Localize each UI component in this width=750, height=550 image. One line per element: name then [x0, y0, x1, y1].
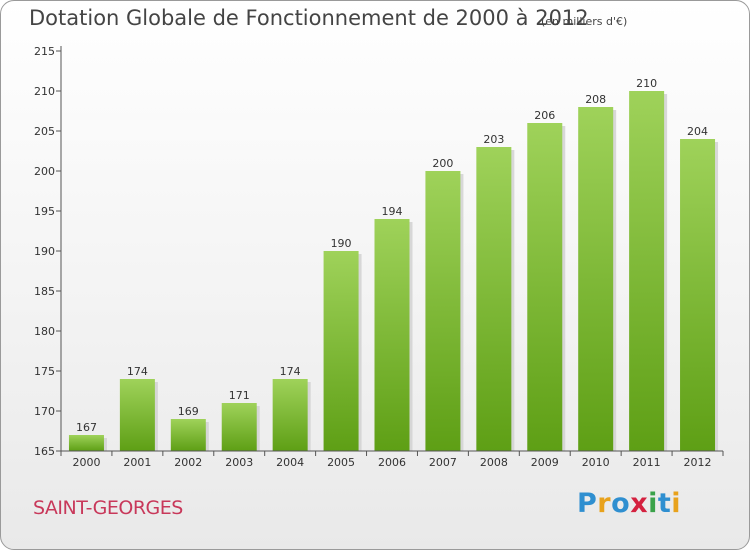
data-label: 204 [687, 125, 708, 138]
data-label: 203 [483, 133, 504, 146]
x-tick-label: 2011 [633, 456, 661, 469]
bar-2002 [170, 419, 206, 451]
data-label: 174 [280, 365, 301, 378]
proxiti-logo: Proxiti [577, 488, 681, 524]
bar-2001 [119, 379, 155, 451]
x-tick-label: 2004 [276, 456, 304, 469]
bar-2012 [680, 139, 716, 451]
logo-letter: r [597, 488, 612, 519]
y-tick-label: 200 [34, 165, 55, 178]
y-tick-label: 195 [34, 205, 55, 218]
data-label: 210 [636, 77, 657, 90]
data-label: 169 [178, 405, 199, 418]
bar-2009 [527, 123, 563, 451]
x-tick-label: 2002 [174, 456, 202, 469]
x-tick-label: 2008 [480, 456, 508, 469]
x-tick-label: 2006 [378, 456, 406, 469]
y-tick-label: 205 [34, 125, 55, 138]
data-label: 190 [331, 237, 352, 250]
x-tick-label: 2009 [531, 456, 559, 469]
bar-2010 [578, 107, 614, 451]
logo-letter: i [648, 488, 658, 519]
y-axis: 165 170 175 180 185 190 195 200 205 210 215 [34, 45, 62, 458]
y-tick-label: 190 [34, 245, 55, 258]
y-tick-label: 210 [34, 85, 55, 98]
data-label: 171 [229, 389, 250, 402]
y-tick-label: 180 [34, 325, 55, 338]
bar-2008 [476, 147, 512, 451]
x-axis: 2000 2001 2002 2003 2004 2005 2006 2007 2008 2009… [60, 450, 724, 469]
x-tick-label: 2003 [225, 456, 253, 469]
logo-letter: i [671, 488, 682, 519]
data-label: 167 [76, 421, 97, 434]
bar-2011 [629, 91, 665, 451]
y-tick-label: 215 [34, 45, 55, 58]
y-tick-label: 175 [34, 365, 55, 378]
data-label: 174 [127, 365, 148, 378]
bar-2000 [68, 435, 104, 451]
bar-2005 [323, 251, 359, 451]
x-tick-label: 2000 [72, 456, 100, 469]
x-tick-label: 2005 [327, 456, 355, 469]
data-label: 200 [432, 157, 453, 170]
x-tick-label: 2010 [582, 456, 610, 469]
bar-2006 [374, 219, 410, 451]
x-tick-label: 2012 [684, 456, 712, 469]
x-tick-label: 2001 [123, 456, 151, 469]
bar-2007 [425, 171, 461, 451]
data-label: 206 [534, 109, 555, 122]
logo-letter: P [577, 488, 598, 519]
y-tick-label: 170 [34, 405, 55, 418]
y-tick-label: 165 [34, 445, 55, 458]
data-labels: 167 174 169 171 174 190 194 200 203 206 208 210 204 [76, 77, 708, 434]
chart-subtitle: (en milliers d'€) [541, 15, 628, 28]
location-name: SAINT-GEORGES [33, 497, 183, 519]
bars [68, 91, 716, 451]
logo-letter: t [657, 488, 672, 519]
x-tick-label: 2007 [429, 456, 457, 469]
logo-letter: o [611, 488, 631, 519]
data-label: 194 [382, 205, 403, 218]
chart-title: Dotation Globale de Fonctionnement de 20… [29, 6, 589, 30]
bar-2003 [221, 403, 257, 451]
bar-2004 [272, 379, 308, 451]
data-label: 208 [585, 93, 606, 106]
logo-letter: x [630, 488, 649, 519]
y-tick-label: 185 [34, 285, 55, 298]
